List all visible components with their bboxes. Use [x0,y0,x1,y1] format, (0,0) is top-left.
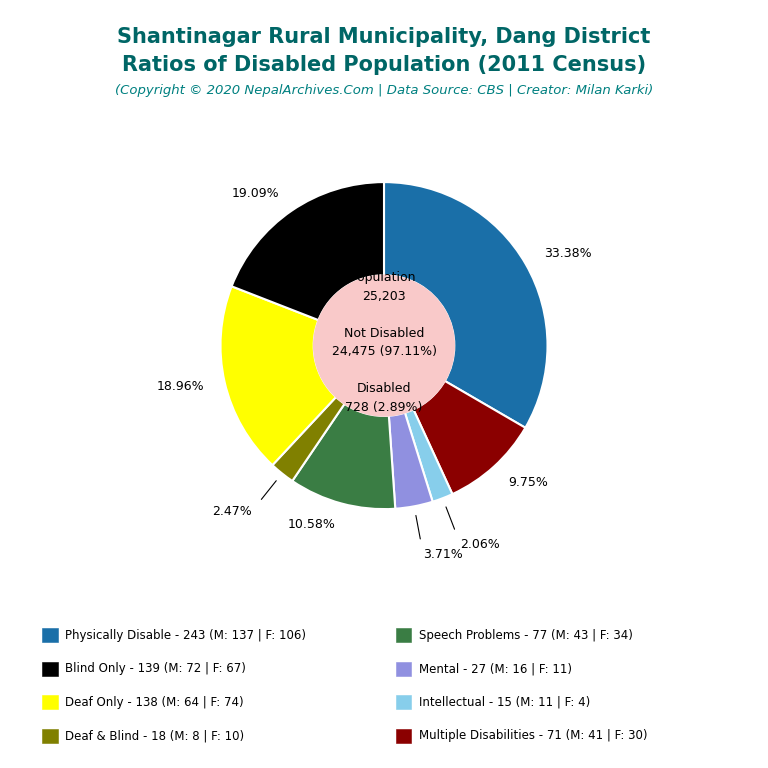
Text: Ratios of Disabled Population (2011 Census): Ratios of Disabled Population (2011 Cens… [122,55,646,75]
Text: Multiple Disabilities - 71 (M: 41 | F: 30): Multiple Disabilities - 71 (M: 41 | F: 3… [419,730,647,743]
Text: 2.06%: 2.06% [460,538,500,551]
Wedge shape [405,409,452,502]
Wedge shape [232,182,384,320]
Text: Mental - 27 (M: 16 | F: 11): Mental - 27 (M: 16 | F: 11) [419,662,571,675]
Text: 19.09%: 19.09% [232,187,280,200]
Wedge shape [220,286,336,465]
Text: 18.96%: 18.96% [156,380,204,393]
Text: 2.47%: 2.47% [212,505,251,518]
Circle shape [313,275,455,416]
Text: Physically Disable - 243 (M: 137 | F: 106): Physically Disable - 243 (M: 137 | F: 10… [65,628,306,641]
Text: Speech Problems - 77 (M: 43 | F: 34): Speech Problems - 77 (M: 43 | F: 34) [419,628,632,641]
Text: Population
25,203

Not Disabled
24,475 (97.11%)

Disabled
728 (2.89%): Population 25,203 Not Disabled 24,475 (9… [332,271,436,414]
Wedge shape [413,381,525,494]
Text: Deaf & Blind - 18 (M: 8 | F: 10): Deaf & Blind - 18 (M: 8 | F: 10) [65,730,244,743]
Text: 3.71%: 3.71% [423,548,463,561]
Text: (Copyright © 2020 NepalArchives.Com | Data Source: CBS | Creator: Milan Karki): (Copyright © 2020 NepalArchives.Com | Da… [115,84,653,98]
Wedge shape [389,412,432,508]
Wedge shape [384,182,548,428]
Text: 33.38%: 33.38% [545,247,592,260]
Text: 10.58%: 10.58% [288,518,336,531]
Text: Deaf Only - 138 (M: 64 | F: 74): Deaf Only - 138 (M: 64 | F: 74) [65,696,244,709]
Text: 9.75%: 9.75% [508,476,548,488]
Text: Intellectual - 15 (M: 11 | F: 4): Intellectual - 15 (M: 11 | F: 4) [419,696,590,709]
Wedge shape [293,404,396,509]
Wedge shape [273,397,345,481]
Text: Shantinagar Rural Municipality, Dang District: Shantinagar Rural Municipality, Dang Dis… [118,27,650,47]
Text: Blind Only - 139 (M: 72 | F: 67): Blind Only - 139 (M: 72 | F: 67) [65,662,247,675]
